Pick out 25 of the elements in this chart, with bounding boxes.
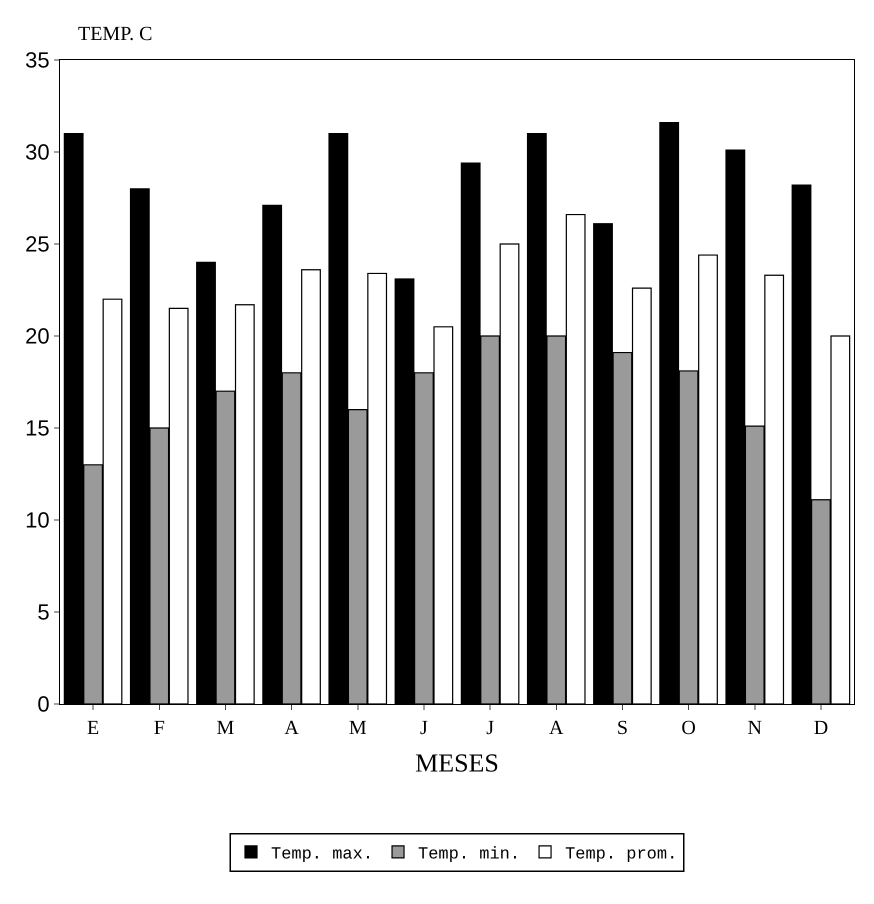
y-tick-label: 30 — [25, 140, 50, 165]
y-tick-label: 20 — [25, 324, 50, 349]
x-tick-label: E — [86, 717, 100, 739]
x-tick-label: N — [748, 717, 762, 739]
y-tick-label: 5 — [37, 600, 50, 625]
x-tick-label: A — [284, 717, 300, 739]
x-axis-title: MESES — [415, 748, 499, 778]
x-tick-label: J — [420, 717, 428, 739]
y-axis-title: TEMP. C — [78, 23, 152, 45]
y-tick-label: 10 — [25, 508, 50, 533]
x-tick-label: J — [486, 717, 494, 739]
x-tick-label: M — [216, 717, 235, 739]
x-tick-label: F — [154, 717, 165, 739]
legend-label: Temp. prom. — [565, 845, 678, 864]
y-tick-label: 35 — [25, 48, 50, 73]
legend-label: Temp. min. — [418, 845, 520, 864]
y-tick-label: 15 — [25, 416, 50, 441]
legend-label: Temp. max. — [271, 845, 374, 864]
x-tick-label: S — [616, 717, 628, 739]
x-tick-label: D — [814, 717, 828, 739]
x-tick-label: A — [549, 717, 564, 739]
y-tick-label: 0 — [37, 692, 50, 717]
x-tick-label: M — [348, 717, 367, 739]
x-tick-label: O — [681, 717, 696, 739]
y-tick-label: 25 — [25, 232, 50, 257]
